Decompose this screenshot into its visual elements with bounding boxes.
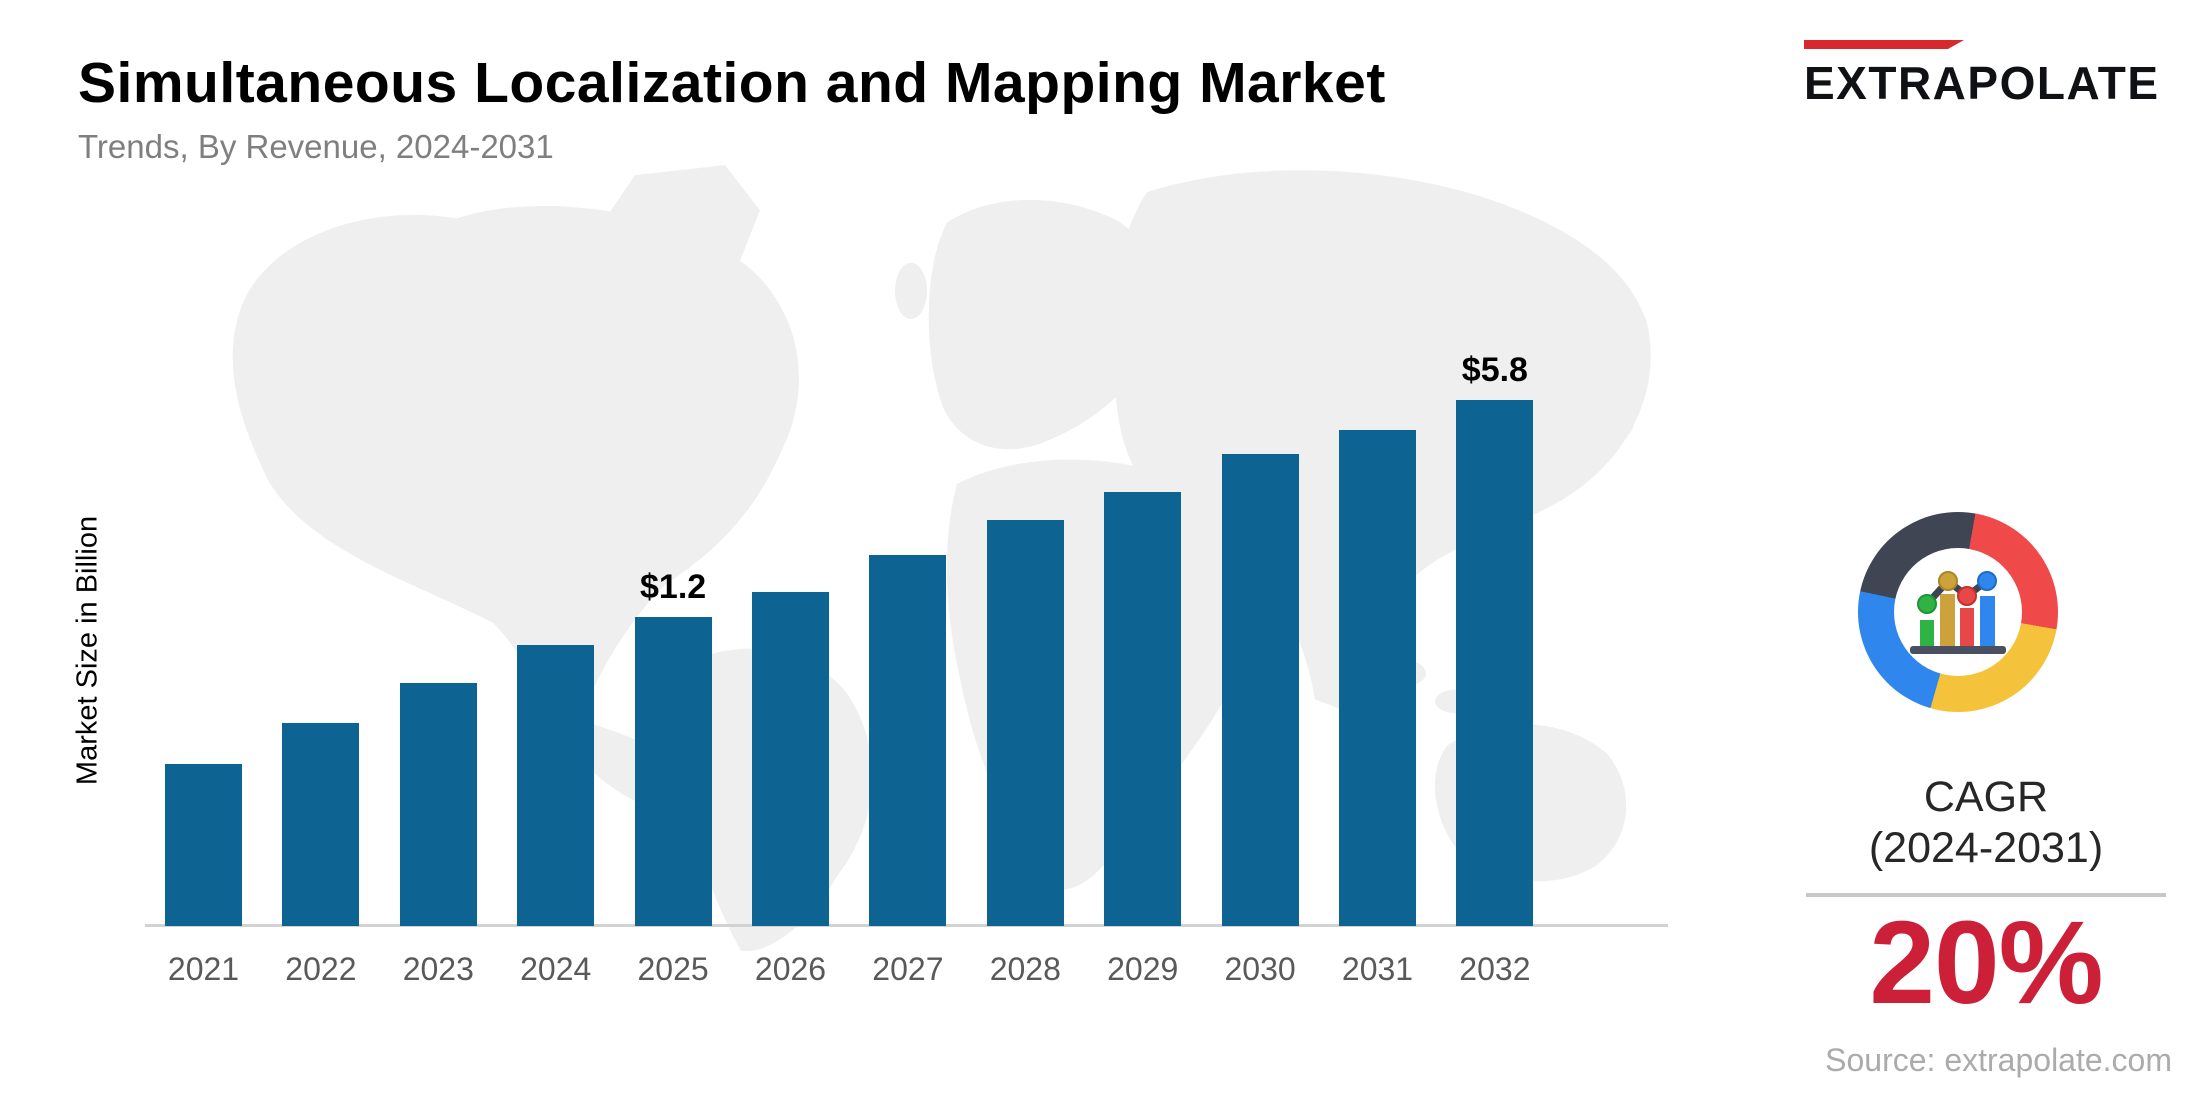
donut-hole	[1894, 548, 2022, 676]
bar-2027	[869, 555, 947, 926]
bar-2025	[634, 617, 712, 926]
bar-2024	[517, 645, 595, 926]
x-axis-label-2027: 2027	[872, 951, 944, 987]
bar-2022	[282, 723, 360, 926]
logo-accent-bar-icon	[1804, 40, 1964, 49]
source-text: Source: extrapolate.com	[1825, 1042, 2172, 1078]
bar-2029	[1104, 492, 1182, 926]
x-axis-label-2025: 2025	[637, 951, 709, 987]
bar-2023	[399, 683, 477, 926]
x-axis-label-2032: 2032	[1459, 951, 1531, 987]
cagr-period: (2024-2031)	[1868, 823, 2104, 872]
bar-2031	[1339, 430, 1416, 926]
page-title: Simultaneous Localization and Mapping Ma…	[78, 51, 1386, 115]
x-axis-label-2030: 2030	[1224, 951, 1296, 987]
x-axis-label-2031: 2031	[1341, 951, 1414, 987]
cagr-label: CAGR	[1923, 773, 2049, 821]
page-subtitle: Trends, By Revenue, 2024-2031	[78, 128, 554, 165]
x-axis-label-2021: 2021	[167, 951, 240, 987]
bar-2030	[1221, 454, 1299, 926]
x-axis-label-2024: 2024	[520, 951, 592, 987]
value-label-2025: $1.2	[640, 568, 707, 606]
bar-2032	[1456, 400, 1534, 926]
y-axis-title: Market Size in Billion	[71, 515, 104, 786]
extrapolate-logo: EXTRAPOLATE	[1804, 40, 2164, 110]
x-axis-label-2026: 2026	[754, 951, 827, 987]
x-axis-label-2022: 2022	[285, 951, 357, 987]
bar-2026	[752, 592, 829, 926]
chart-donut-icon	[1858, 512, 2058, 712]
cagr-value: 20%	[1869, 897, 2103, 1029]
cagr-divider	[1806, 893, 2166, 897]
x-axis-label-2028: 2028	[989, 951, 1061, 987]
mini-bar-chart-icon	[1910, 571, 2006, 654]
bar-2021	[165, 764, 242, 926]
value-label-2032: $5.8	[1461, 351, 1528, 389]
bar-2028	[986, 520, 1064, 926]
x-axis-label-2023: 2023	[402, 951, 474, 987]
logo-text: EXTRAPOLATE	[1804, 57, 2160, 109]
x-axis-label-2029: 2029	[1107, 951, 1179, 987]
cagr-block: CAGR (2024-2031)	[1786, 772, 2186, 873]
